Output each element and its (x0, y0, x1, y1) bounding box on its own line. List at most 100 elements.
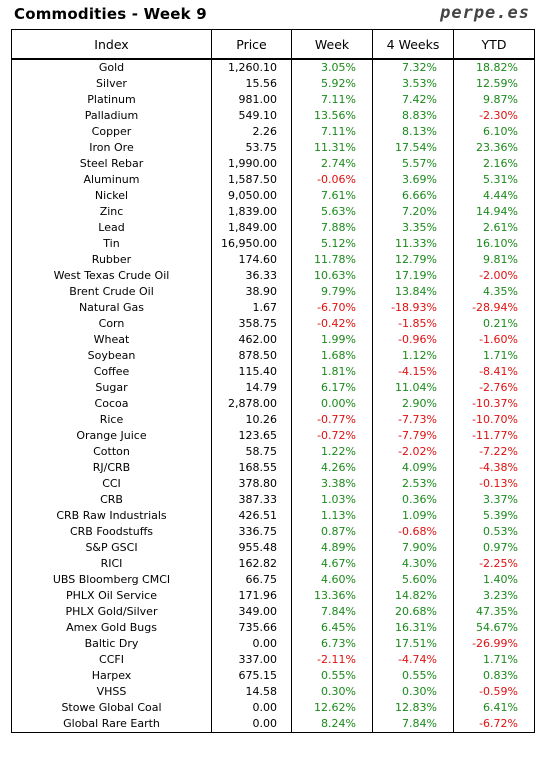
table-row: Platinum 981.00 7.11% 7.42% 9.87% (11, 92, 535, 108)
cell-index: Steel Rebar (11, 156, 212, 172)
cell-index: West Texas Crude Oil (11, 268, 212, 284)
cell-price: 1,990.00 (211, 156, 292, 172)
cell-ytd: 1.71% (453, 652, 535, 668)
table-row: Palladium 549.10 13.56% 8.83% -2.30% (11, 108, 535, 124)
cell-index: Gold (11, 59, 212, 76)
cell-week: 7.88% (291, 220, 373, 236)
cell-ytd: 5.31% (453, 172, 535, 188)
cell-price: 168.55 (211, 460, 292, 476)
table-row: West Texas Crude Oil 36.33 10.63% 17.19% -2.… (11, 268, 535, 284)
cell-price: 123.65 (211, 428, 292, 444)
cell-index: Stowe Global Coal (11, 700, 212, 716)
cell-price: 66.75 (211, 572, 292, 588)
cell-index: Sugar (11, 380, 212, 396)
cell-price: 336.75 (211, 524, 292, 540)
table-row: PHLX Oil Service 171.96 13.36% 14.82% 3.23% (11, 588, 535, 604)
table-body: Gold 1,260.10 3.05% 7.32% 18.82% Silver 15.56 5… (11, 59, 535, 733)
report-header: Commodities - Week 9 perpe.es (0, 0, 544, 30)
cell-index: Orange Juice (11, 428, 212, 444)
cell-price: 878.50 (211, 348, 292, 364)
cell-ytd: 2.16% (453, 156, 535, 172)
cell-price: 1,587.50 (211, 172, 292, 188)
cell-index: Amex Gold Bugs (11, 620, 212, 636)
cell-week: 0.87% (291, 524, 373, 540)
cell-price: 9,050.00 (211, 188, 292, 204)
cell-week: 1.22% (291, 444, 373, 460)
cell-week: 9.79% (291, 284, 373, 300)
table-row: Natural Gas 1.67 -6.70% -18.93% -28.94% (11, 300, 535, 316)
cell-week: 1.81% (291, 364, 373, 380)
cell-ytd: 54.67% (453, 620, 535, 636)
cell-price: 16,950.00 (211, 236, 292, 252)
table-row: CCFI 337.00 -2.11% -4.74% 1.71% (11, 652, 535, 668)
cell-ytd: -2.30% (453, 108, 535, 124)
cell-index: CRB Raw Industrials (11, 508, 212, 524)
cell-ytd: 23.36% (453, 140, 535, 156)
brand-logo[interactable]: perpe.es (440, 3, 530, 23)
cell-price: 349.00 (211, 604, 292, 620)
cell-price: 162.82 (211, 556, 292, 572)
cell-4-weeks: 7.32% (372, 59, 454, 76)
table-row: PHLX Gold/Silver 349.00 7.84% 20.68% 47.35% (11, 604, 535, 620)
cell-week: 6.45% (291, 620, 373, 636)
cell-price: 36.33 (211, 268, 292, 284)
cell-ytd: 1.40% (453, 572, 535, 588)
cell-index: Nickel (11, 188, 212, 204)
cell-ytd: 6.10% (453, 124, 535, 140)
cell-week: 13.56% (291, 108, 373, 124)
cell-4-weeks: 7.42% (372, 92, 454, 108)
cell-index: Platinum (11, 92, 212, 108)
cell-week: 3.05% (291, 59, 373, 76)
cell-4-weeks: 17.19% (372, 268, 454, 284)
table-row: S&P GSCI 955.48 4.89% 7.90% 0.97% (11, 540, 535, 556)
cell-week: 1.99% (291, 332, 373, 348)
cell-week: 11.31% (291, 140, 373, 156)
cell-4-weeks: 0.36% (372, 492, 454, 508)
cell-week: 13.36% (291, 588, 373, 604)
cell-price: 549.10 (211, 108, 292, 124)
cell-week: 0.30% (291, 684, 373, 700)
cell-price: 14.58 (211, 684, 292, 700)
cell-4-weeks: 4.30% (372, 556, 454, 572)
table-row: Nickel 9,050.00 7.61% 6.66% 4.44% (11, 188, 535, 204)
cell-index: PHLX Gold/Silver (11, 604, 212, 620)
table-row: Iron Ore 53.75 11.31% 17.54% 23.36% (11, 140, 535, 156)
cell-week: -6.70% (291, 300, 373, 316)
table-row: Steel Rebar 1,990.00 2.74% 5.57% 2.16% (11, 156, 535, 172)
cell-week: 8.24% (291, 716, 373, 733)
cell-price: 378.80 (211, 476, 292, 492)
cell-ytd: 0.83% (453, 668, 535, 684)
cell-price: 115.40 (211, 364, 292, 380)
cell-price: 0.00 (211, 700, 292, 716)
commodities-table-container: Index Price Week 4 Weeks YTD Gold 1,260.1… (11, 29, 535, 733)
cell-price: 2.26 (211, 124, 292, 140)
cell-index: Baltic Dry (11, 636, 212, 652)
table-row: CRB Foodstuffs 336.75 0.87% -0.68% 0.53% (11, 524, 535, 540)
cell-4-weeks: 5.57% (372, 156, 454, 172)
cell-index: Rubber (11, 252, 212, 268)
cell-index: Cotton (11, 444, 212, 460)
cell-4-weeks: 0.55% (372, 668, 454, 684)
cell-week: 0.00% (291, 396, 373, 412)
cell-4-weeks: 16.31% (372, 620, 454, 636)
cell-price: 0.00 (211, 636, 292, 652)
cell-ytd: -28.94% (453, 300, 535, 316)
cell-ytd: -7.22% (453, 444, 535, 460)
cell-4-weeks: 1.12% (372, 348, 454, 364)
cell-4-weeks: 11.33% (372, 236, 454, 252)
cell-4-weeks: 2.90% (372, 396, 454, 412)
cell-4-weeks: -4.74% (372, 652, 454, 668)
table-row: Aluminum 1,587.50 -0.06% 3.69% 5.31% (11, 172, 535, 188)
cell-4-weeks: -7.73% (372, 412, 454, 428)
cell-index: Silver (11, 76, 212, 92)
table-row: RJ/CRB 168.55 4.26% 4.09% -4.38% (11, 460, 535, 476)
cell-ytd: 12.59% (453, 76, 535, 92)
cell-4-weeks: -7.79% (372, 428, 454, 444)
cell-ytd: 3.37% (453, 492, 535, 508)
table-row: UBS Bloomberg CMCI 66.75 4.60% 5.60% 1.40% (11, 572, 535, 588)
table-row: Gold 1,260.10 3.05% 7.32% 18.82% (11, 59, 535, 76)
cell-week: 5.92% (291, 76, 373, 92)
table-row: Coffee 115.40 1.81% -4.15% -8.41% (11, 364, 535, 380)
cell-price: 1,260.10 (211, 59, 292, 76)
table-row: Soybean 878.50 1.68% 1.12% 1.71% (11, 348, 535, 364)
